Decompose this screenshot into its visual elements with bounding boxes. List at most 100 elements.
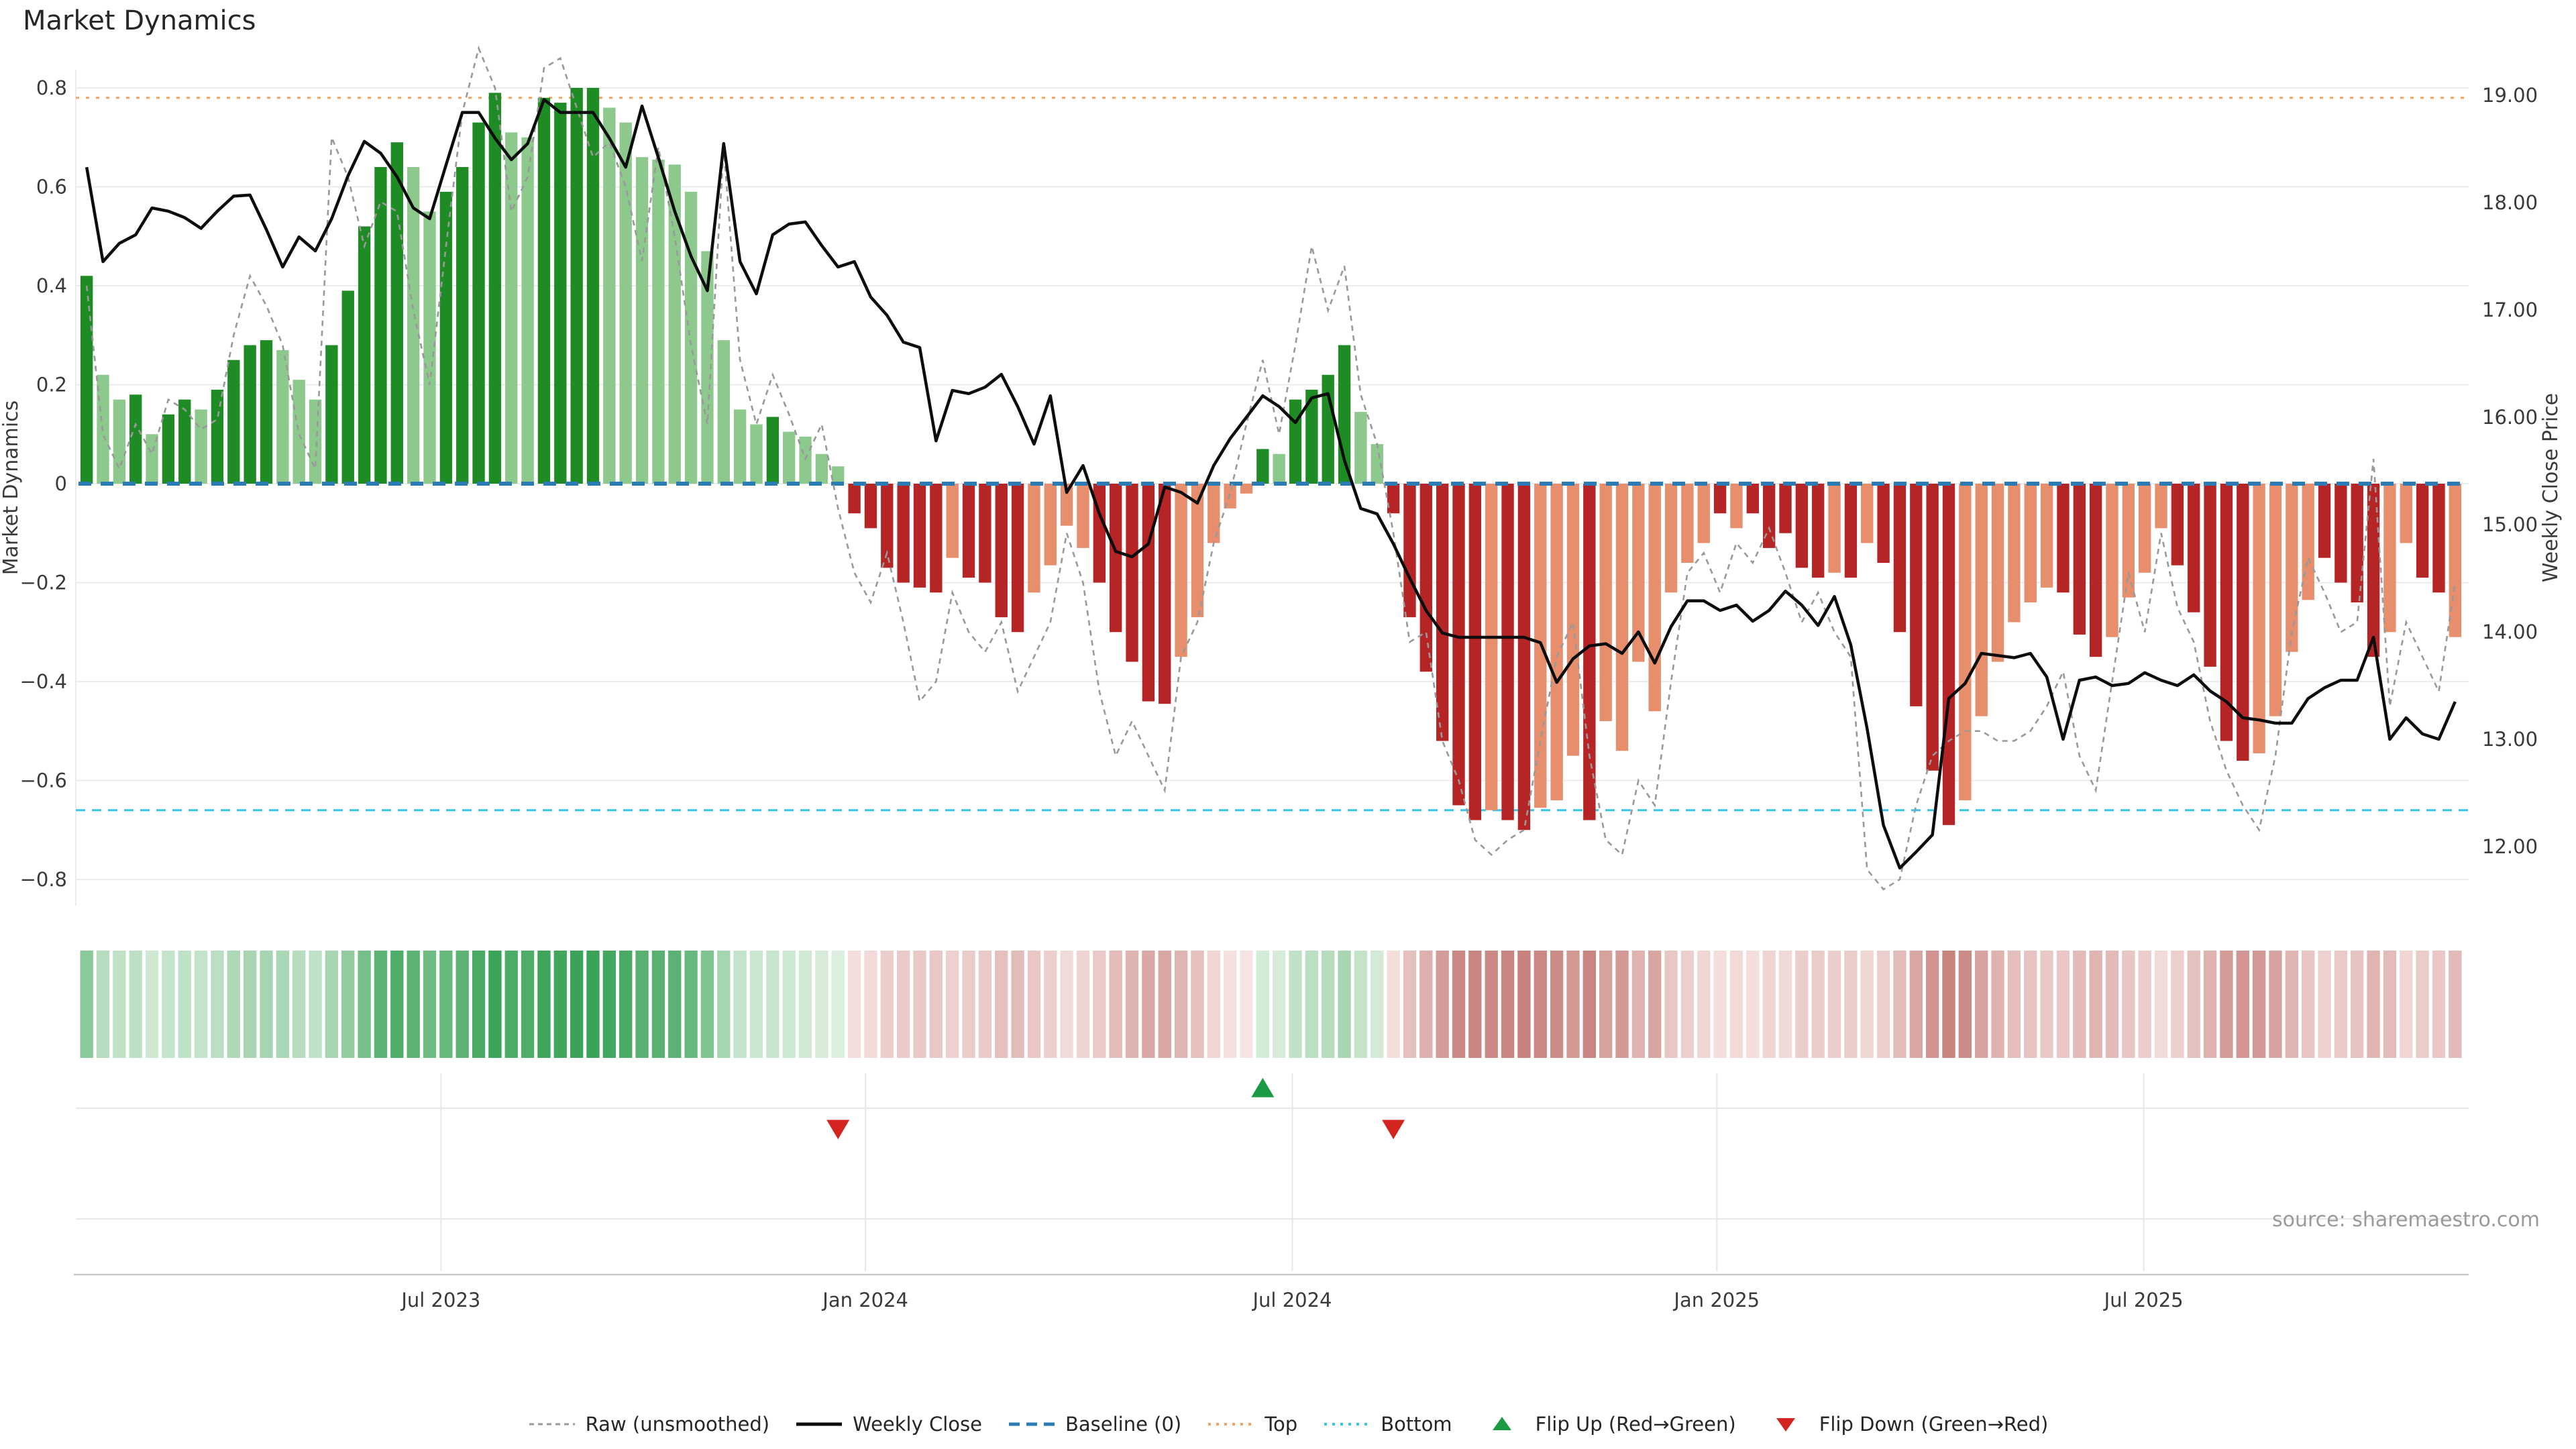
dynamics-bar bbox=[2040, 484, 2053, 588]
heatmap-cell bbox=[1109, 951, 1122, 1058]
dynamics-bar bbox=[1305, 389, 1318, 484]
heatmap-cell bbox=[521, 951, 535, 1058]
heatmap-cell bbox=[2432, 951, 2446, 1058]
heatmap-cell bbox=[1876, 951, 1890, 1058]
legend-swatch bbox=[528, 1414, 576, 1434]
heatmap-cell bbox=[1550, 951, 1564, 1058]
heatmap-cell bbox=[2024, 951, 2037, 1058]
dynamics-bar bbox=[341, 290, 354, 484]
dynamics-bar bbox=[1910, 484, 1923, 706]
heatmap-cell bbox=[292, 951, 306, 1058]
dynamics-bar bbox=[652, 159, 665, 484]
flip-up-marker bbox=[1251, 1077, 1275, 1097]
dynamics-bar bbox=[2416, 484, 2429, 578]
heatmap-cell bbox=[1207, 951, 1220, 1058]
dynamics-bar bbox=[537, 97, 551, 484]
x-axis-tick-label: Jul 2023 bbox=[400, 1289, 480, 1311]
heatmap-cell bbox=[2089, 951, 2102, 1058]
x-axis-tick-label: Jul 2024 bbox=[1251, 1289, 1332, 1311]
heatmap-cell bbox=[1697, 951, 1711, 1058]
heatmap-cell bbox=[2416, 951, 2429, 1058]
dynamics-bar bbox=[505, 132, 518, 484]
heatmap-cell bbox=[798, 951, 812, 1058]
dynamics-bar bbox=[1452, 484, 1465, 806]
dynamics-bar bbox=[962, 484, 975, 578]
dynamics-bar bbox=[2302, 484, 2314, 600]
heatmap-cell bbox=[1925, 951, 1939, 1058]
dynamics-bar bbox=[2122, 484, 2135, 598]
dynamics-bar bbox=[864, 484, 877, 529]
dynamics-bar bbox=[1060, 484, 1073, 526]
heatmap-cell bbox=[1354, 951, 1368, 1058]
dynamics-bar bbox=[1730, 484, 1743, 529]
dynamics-bar bbox=[930, 484, 943, 593]
heatmap-cell bbox=[733, 951, 747, 1058]
dynamics-bar bbox=[1044, 484, 1057, 566]
heatmap-cell bbox=[1648, 951, 1662, 1058]
dynamics-bar bbox=[407, 167, 420, 484]
dynamics-bar bbox=[1126, 484, 1138, 662]
heatmap-cell bbox=[1289, 951, 1302, 1058]
heatmap-cell bbox=[1485, 951, 1498, 1058]
heatmap-cell bbox=[635, 951, 649, 1058]
dynamics-bar bbox=[2008, 484, 2021, 623]
dynamics-bar bbox=[129, 394, 142, 484]
legend-swatch bbox=[1323, 1414, 1371, 1434]
baseline-legend-icon bbox=[1009, 1422, 1055, 1426]
heatmap-cell bbox=[1942, 951, 1955, 1058]
dynamics-bar bbox=[1779, 484, 1792, 533]
heatmap-cell bbox=[962, 951, 975, 1058]
dynamics-bar bbox=[2449, 484, 2461, 637]
dynamics-bar bbox=[1322, 374, 1334, 484]
heatmap-cell bbox=[815, 951, 828, 1058]
dynamics-bar bbox=[1256, 449, 1269, 484]
dynamics-bar bbox=[619, 122, 632, 484]
dynamics-bar bbox=[1812, 484, 1825, 578]
source-annotation: source: sharemaestro.com bbox=[2272, 1208, 2540, 1232]
dynamics-bar bbox=[2318, 484, 2331, 558]
swatch-shape bbox=[1492, 1417, 1511, 1430]
x-axis-tick-label: Jan 2024 bbox=[821, 1289, 908, 1311]
bottom-line-legend-icon bbox=[1324, 1423, 1371, 1426]
dynamics-bar bbox=[292, 380, 305, 484]
dynamics-bar bbox=[423, 211, 436, 484]
dynamics-bar bbox=[1419, 484, 1432, 672]
dynamics-bar bbox=[1762, 484, 1776, 548]
heatmap-cell bbox=[2383, 951, 2397, 1058]
dynamics-bar bbox=[668, 164, 681, 484]
heatmap-cell bbox=[782, 951, 796, 1058]
legend-swatch bbox=[1762, 1414, 1810, 1434]
x-axis-tick-label: Jan 2025 bbox=[1672, 1289, 1760, 1311]
right-axis-tick-label: 16.00 bbox=[2482, 406, 2538, 429]
dynamics-bar bbox=[1664, 484, 1678, 593]
dynamics-bar bbox=[244, 345, 256, 484]
heatmap-cell bbox=[211, 951, 224, 1058]
legend-label: Weekly Close bbox=[853, 1413, 982, 1436]
heatmap-cell bbox=[2007, 951, 2021, 1058]
dynamics-bar bbox=[570, 88, 583, 484]
dynamics-bar bbox=[2351, 484, 2363, 602]
heatmap-cell bbox=[2367, 951, 2380, 1058]
heatmap-cell bbox=[1893, 951, 1907, 1058]
heatmap-cell bbox=[1419, 951, 1433, 1058]
dynamics-bar bbox=[488, 93, 502, 484]
dynamics-bar bbox=[2432, 484, 2445, 593]
dynamics-bar bbox=[2204, 484, 2216, 667]
left-axis-tick-label: 0.4 bbox=[36, 274, 67, 297]
heatmap-cell bbox=[1174, 951, 1188, 1058]
heatmap-cell bbox=[1240, 951, 1253, 1058]
left-axis-tick-label: −0.2 bbox=[20, 572, 67, 594]
heatmap-cell bbox=[309, 951, 322, 1058]
heatmap-cell bbox=[2334, 951, 2348, 1058]
dynamics-bar bbox=[783, 431, 796, 484]
dynamics-bar bbox=[1697, 484, 1710, 543]
dynamics-bar bbox=[2089, 484, 2102, 657]
heatmap-cell bbox=[1387, 951, 1400, 1058]
heatmap-cell bbox=[1599, 951, 1613, 1058]
dynamics-bar bbox=[2073, 484, 2086, 635]
heatmap-cell bbox=[2040, 951, 2053, 1058]
heatmap-cell bbox=[162, 951, 175, 1058]
dynamics-bar bbox=[1844, 484, 1858, 578]
dynamics-bar bbox=[2171, 484, 2184, 566]
